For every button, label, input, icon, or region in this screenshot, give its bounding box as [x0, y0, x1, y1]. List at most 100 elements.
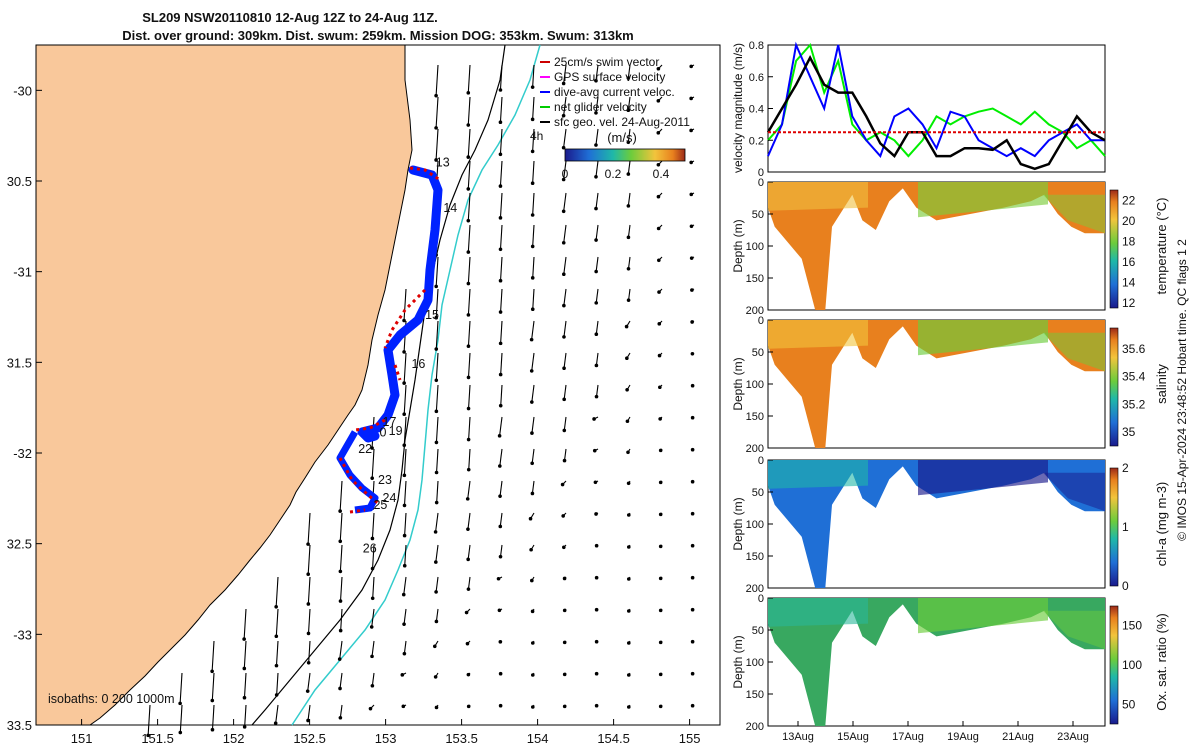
- vector-arrow: [467, 288, 471, 315]
- vector-head: [433, 530, 438, 534]
- section-ytick-label: 200: [746, 583, 764, 595]
- colorbar-title: (m/s): [607, 130, 637, 145]
- vector-head: [690, 447, 695, 452]
- vector-head: [562, 545, 566, 550]
- vector-arrow: [499, 448, 503, 467]
- vector-arrow: [499, 128, 503, 155]
- vector-arrow: [467, 480, 471, 499]
- vector-head: [530, 85, 535, 89]
- vector-head: [561, 113, 566, 118]
- section-ytick-label: 0: [758, 455, 764, 467]
- vector-arrow: [307, 704, 311, 721]
- day-label: 14: [443, 201, 457, 215]
- vector-arrow: [500, 384, 503, 406]
- vector-arrow: [339, 576, 343, 602]
- vector-head: [530, 578, 534, 583]
- map-frame: [35, 44, 721, 726]
- vector-head: [593, 480, 598, 485]
- vector-head: [529, 369, 534, 373]
- vector-head: [498, 216, 503, 220]
- vector-arrow: [499, 512, 503, 527]
- vector-head: [402, 651, 407, 656]
- vector-head: [498, 372, 503, 377]
- section-ytick-label: 200: [746, 721, 764, 733]
- vector-head: [690, 352, 695, 356]
- velocity-vectors: [146, 64, 695, 738]
- vector-head: [562, 672, 567, 677]
- time-xtick-label: 15Aug: [837, 731, 869, 743]
- vector-head: [562, 608, 567, 613]
- section-colorbar-label: temperature (°C): [1154, 198, 1169, 295]
- vector-head: [402, 318, 406, 323]
- velocity-series-line: [766, 54, 1106, 171]
- vector-arrow: [532, 192, 535, 216]
- vector-head: [562, 272, 566, 277]
- section-colorbar-tick: 16: [1122, 255, 1136, 269]
- map-ytick-label: 31.5: [7, 355, 32, 370]
- vector-head: [658, 576, 663, 581]
- vector-arrow: [243, 608, 247, 640]
- vector-head: [562, 303, 566, 308]
- vector-head: [594, 301, 599, 305]
- vector-arrow: [532, 256, 535, 278]
- vector-arrow: [435, 256, 439, 287]
- vector-arrow: [404, 544, 407, 566]
- vector-head: [690, 671, 695, 676]
- section-ylabel: Depth (m): [731, 219, 745, 272]
- vector-head: [402, 350, 406, 354]
- vector-head: [210, 669, 214, 674]
- day-label: 26: [363, 542, 377, 556]
- vector-head: [402, 622, 406, 626]
- vector-arrow: [467, 384, 471, 409]
- vector-head: [561, 209, 566, 214]
- vector-arrow: [211, 640, 215, 672]
- vector-arrow: [563, 288, 567, 306]
- vector-arrow: [307, 544, 311, 575]
- vector-arrow: [531, 416, 535, 434]
- vector-head: [466, 123, 471, 127]
- isobath-200: [251, 44, 506, 726]
- vector-head: [306, 572, 310, 577]
- vector-arrow: [276, 672, 279, 695]
- vector-arrow: [532, 224, 535, 247]
- section-band: [1043, 332, 1105, 372]
- vector-head: [498, 640, 503, 644]
- velocity-ylabel: velocity magnitude (m/s): [731, 43, 745, 173]
- vector-arrow: [595, 320, 599, 335]
- section-ytick-label: 100: [746, 379, 764, 391]
- vector-head: [626, 545, 631, 549]
- velocity-ytick-label: 0: [758, 167, 764, 179]
- section-ytick-label: 200: [746, 305, 764, 317]
- vector-head: [528, 516, 533, 521]
- vector-arrow: [531, 352, 535, 371]
- section-panel: 0 50 100 150 200 Depth (m) 35 35.2 35.4 35.6 salin…: [731, 315, 1169, 455]
- section-colorbar-tick: 35.6: [1122, 342, 1146, 356]
- vector-head: [498, 341, 503, 346]
- vector-head: [657, 353, 662, 358]
- vector-arrow: [531, 448, 535, 464]
- section-ytick-label: 150: [746, 689, 764, 701]
- vector-arrow: [467, 256, 471, 284]
- vector-head: [562, 704, 567, 709]
- section-colorbar-tick: 35.2: [1122, 397, 1146, 411]
- legend-label: net glider velocity: [554, 100, 647, 114]
- vector-arrow: [211, 704, 215, 730]
- vector-head: [530, 244, 535, 249]
- time-xtick-label: 21Aug: [1002, 731, 1034, 743]
- title-line-2: Dist. over ground: 309km. Dist. swum: 25…: [122, 28, 634, 43]
- vector-head: [338, 509, 342, 513]
- section-ylabel: Depth (m): [731, 497, 745, 550]
- vector-arrow: [275, 640, 279, 666]
- day-label: 24: [383, 491, 397, 505]
- map-xtick-label: 151: [71, 731, 93, 746]
- vector-head: [498, 184, 503, 188]
- vector-head: [658, 704, 663, 709]
- vector-head: [658, 672, 663, 677]
- section-panel: 0 50 100 150 200 Depth (m) 12 14 16 18 20 22 tempera…: [731, 177, 1169, 317]
- speed-colorbar-tick: 0.2: [605, 167, 622, 181]
- vector-head: [466, 704, 471, 709]
- vector-arrow: [339, 672, 343, 689]
- vector-arrow: [403, 384, 407, 415]
- vector-head: [626, 481, 631, 486]
- vector-head: [594, 78, 598, 83]
